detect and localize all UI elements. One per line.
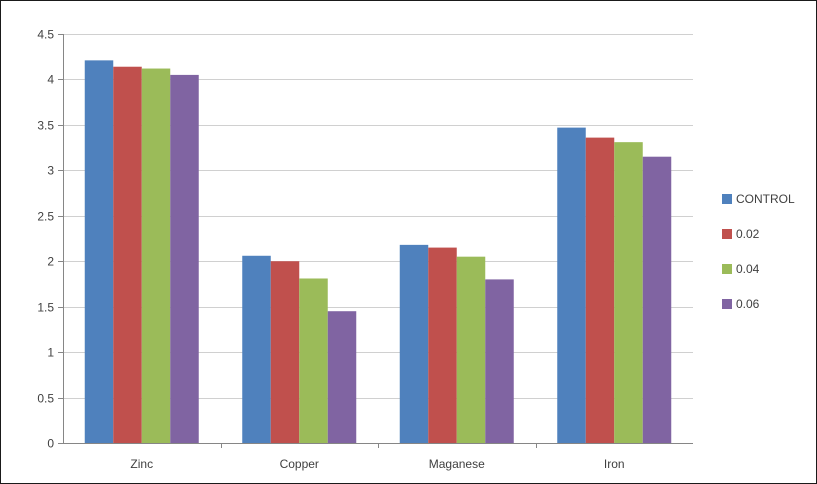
bar-copper-006 — [327, 311, 357, 443]
legend-swatch — [722, 264, 732, 274]
bar-zinc-002 — [113, 66, 142, 443]
axes — [58, 34, 693, 448]
bar-copper-002 — [270, 261, 300, 443]
legend-swatch — [722, 194, 732, 204]
legend-swatch — [722, 299, 732, 309]
x-category-label: Maganese — [429, 457, 485, 471]
legend-label: 0.06 — [736, 297, 760, 311]
y-tick-label: 1.5 — [37, 301, 54, 315]
bar-copper-control — [242, 255, 271, 443]
bar-zinc-006 — [170, 74, 199, 444]
legend-label: 0.02 — [736, 227, 760, 241]
y-tick-label: 1 — [47, 346, 54, 360]
legend-label: 0.04 — [736, 262, 760, 276]
y-tick-label: 0 — [47, 437, 54, 451]
y-tick-label: 3.5 — [37, 119, 54, 133]
bar-zinc-004 — [141, 68, 171, 443]
bar-zinc-control — [84, 60, 114, 443]
y-tick-label: 0.5 — [37, 392, 54, 406]
y-tick-label: 3 — [47, 164, 54, 178]
bar-copper-004 — [299, 278, 328, 443]
bars — [84, 60, 672, 444]
bar-maganese-control — [399, 244, 429, 443]
y-tick-label: 2 — [47, 255, 54, 269]
x-category-label: Zinc — [130, 457, 153, 471]
y-tick-label: 4 — [47, 73, 54, 87]
bar-iron-002 — [585, 137, 615, 443]
bar-iron-control — [557, 127, 586, 444]
y-tick-label: 4.5 — [37, 28, 54, 42]
bar-iron-006 — [642, 156, 672, 443]
legend-swatch — [722, 229, 732, 239]
y-tick-label: 2.5 — [37, 210, 54, 224]
x-category-label: Copper — [280, 457, 319, 471]
legend: CONTROL 0.02 0.04 0.06 — [722, 192, 795, 311]
bar-maganese-002 — [428, 247, 457, 443]
x-category-label: Iron — [604, 457, 625, 471]
legend-label: CONTROL — [736, 192, 795, 206]
bar-iron-004 — [614, 142, 643, 443]
bar-maganese-004 — [456, 256, 486, 443]
bar-maganese-006 — [485, 279, 514, 443]
axis-labels: 0 0.5 1 1.5 2 2.5 3 3.5 4 4.5 Zinc Copper Maganese Ir… — [37, 28, 624, 472]
